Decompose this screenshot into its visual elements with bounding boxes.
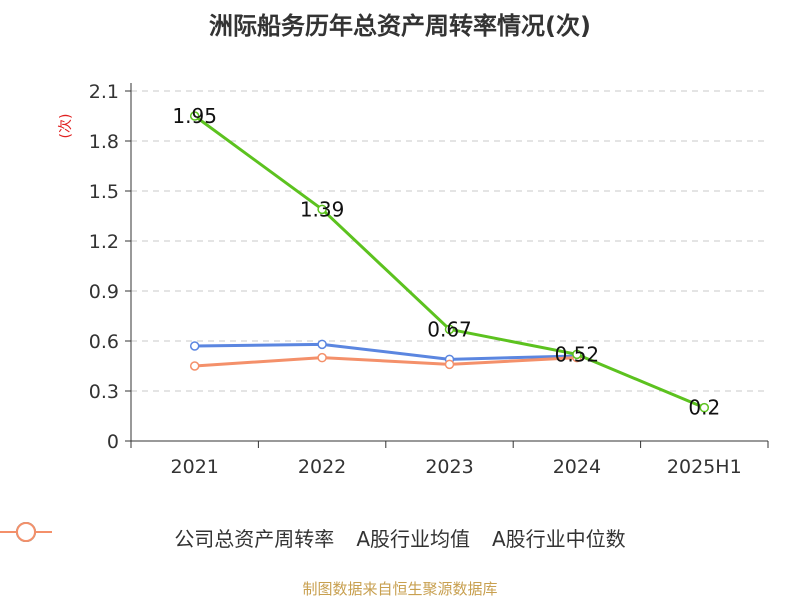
data-point-mean [189, 341, 200, 351]
data-point-company [444, 324, 455, 335]
legend-item-company[interactable]: 公司总资产周转率 [0, 522, 335, 552]
data-point-company [189, 111, 200, 121]
x-tick-label: 2022 [298, 456, 346, 478]
data-point-mean [317, 339, 327, 350]
data-label: 0.67 [427, 317, 472, 341]
y-tick-label: 2.1 [89, 81, 119, 103]
y-tick-label: 0.3 [89, 381, 119, 403]
legend-label-company: 公司总资产周转率 [174, 526, 335, 551]
data-point-median [317, 352, 327, 363]
data-label: 0.52 [555, 342, 600, 366]
legend-item-median[interactable]: A股行业中位数 [0, 522, 626, 552]
x-tick-label: 2023 [425, 456, 473, 478]
source-note: 制图数据来自恒生聚源数据库 [302, 580, 498, 598]
data-label: 0.2 [688, 396, 720, 420]
legend-swatch-median-icon [0, 522, 52, 542]
y-tick-label: 1.8 [89, 131, 119, 153]
x-tick-label: 2021 [171, 456, 219, 478]
y-tick-label: 0.6 [89, 331, 119, 353]
chart-title: 洲际船务历年总资产周转率情况(次) [209, 12, 591, 40]
legend-label-median: A股行业中位数 [492, 526, 626, 551]
series-line-median [194, 356, 577, 368]
y-tick-label: 1.5 [89, 181, 119, 203]
y-axis-label: (次) [58, 114, 74, 139]
legend: 公司总资产周转率 A股行业均值 A股行业中位数 [0, 520, 800, 554]
data-point-median [444, 359, 455, 370]
y-tick-label: 0.9 [89, 281, 119, 303]
data-point-company [317, 204, 327, 215]
data-point-company [699, 402, 710, 413]
data-point-company [572, 349, 582, 360]
x-tick-label: 2025H1 [667, 456, 742, 478]
series-line-mean [194, 342, 577, 361]
data-label: 1.39 [300, 197, 345, 221]
data-point-median [189, 361, 200, 371]
y-tick-label: 0 [107, 431, 119, 453]
y-tick-label: 1.2 [89, 231, 119, 253]
legend-item-mean[interactable]: A股行业均值 [0, 522, 470, 552]
x-tick-label: 2024 [553, 456, 601, 478]
data-label: 1.95 [172, 104, 217, 128]
legend-label-mean: A股行业均值 [356, 526, 470, 551]
